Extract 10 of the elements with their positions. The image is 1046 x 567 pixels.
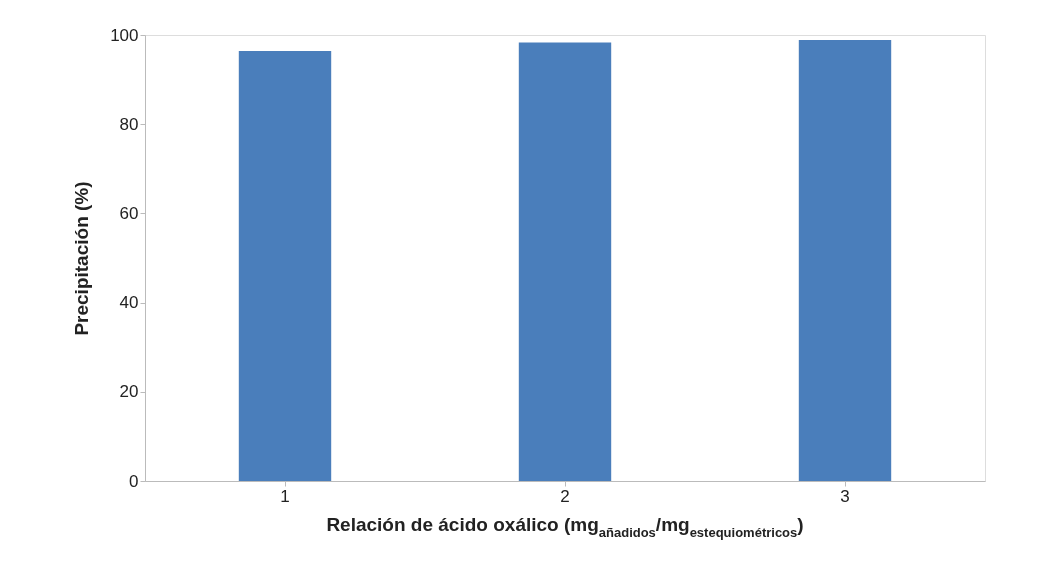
y-tick-label: 0 xyxy=(129,471,139,491)
y-tick-label: 80 xyxy=(119,114,139,134)
y-tick-label: 40 xyxy=(119,293,139,313)
y-tick-label: 20 xyxy=(119,382,139,402)
x-tick-label: 3 xyxy=(840,486,850,506)
y-tick-label: 100 xyxy=(110,25,139,45)
x-tick-label: 2 xyxy=(560,486,570,506)
y-axis-title: Precipitación (%) xyxy=(71,181,93,336)
y-tick-label: 60 xyxy=(119,203,139,223)
x-tick-label: 1 xyxy=(280,486,290,506)
